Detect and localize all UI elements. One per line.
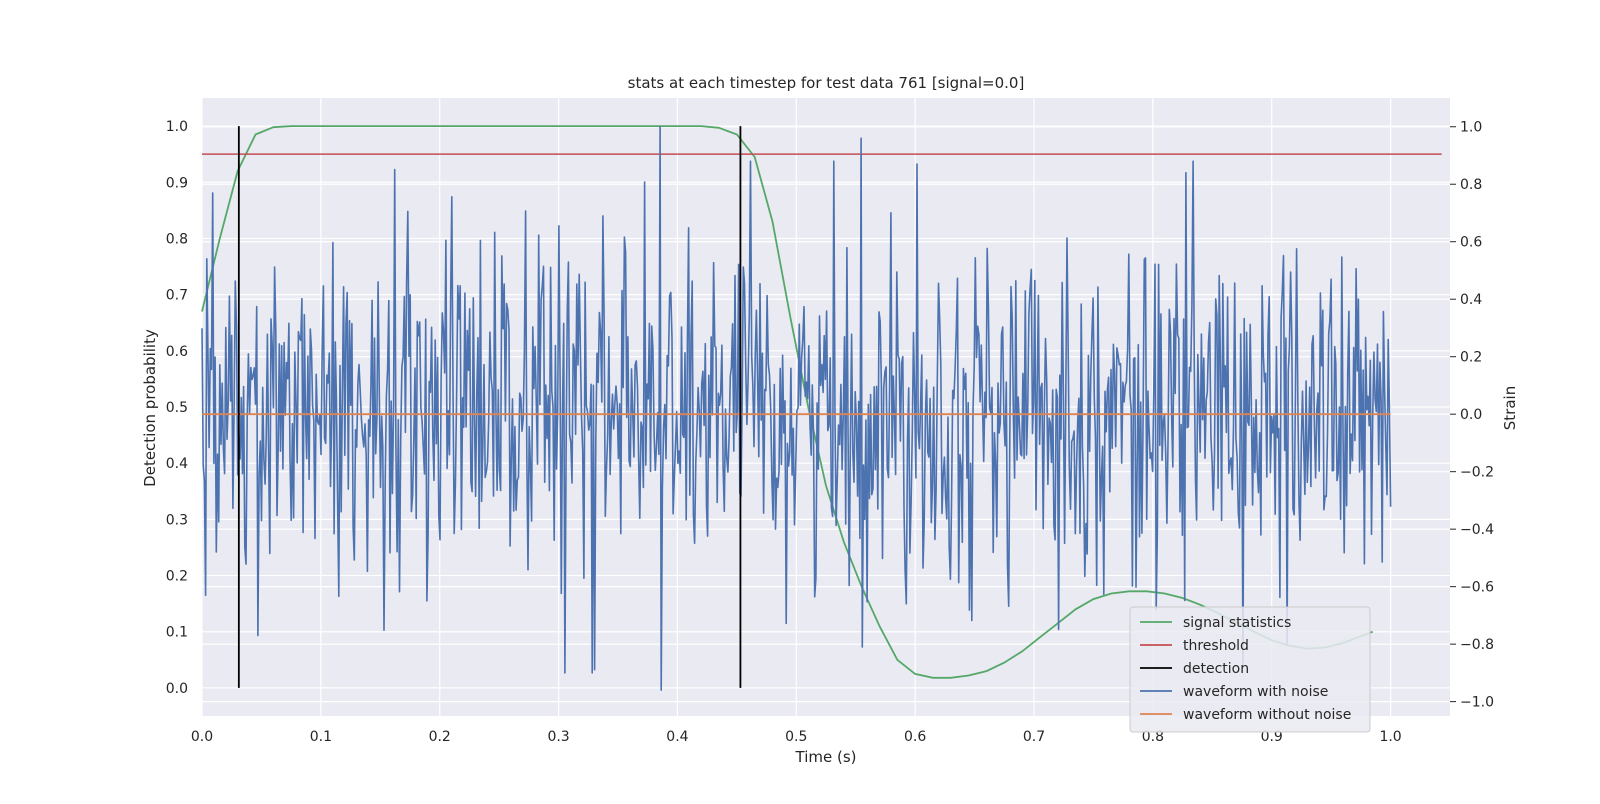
y-tick-label: 0.2	[166, 569, 188, 585]
legend-label: signal statistics	[1183, 615, 1291, 631]
waveform-with-noise-line	[201, 125, 1392, 691]
y2-tick-label: −0.4	[1460, 522, 1494, 538]
y2-tick-label: 0.8	[1460, 177, 1482, 193]
y2-tick-label: 0.4	[1460, 292, 1482, 308]
y-tick-label: 0.3	[166, 512, 188, 528]
legend-label: waveform with noise	[1183, 684, 1328, 700]
y-axis-label: Detection probability	[141, 329, 159, 487]
legend: signal statistics threshold detection wavef…	[1129, 606, 1371, 733]
legend-label: threshold	[1183, 638, 1249, 654]
x-tick-label: 0.2	[429, 729, 451, 745]
y2-tick-label: 0.0	[1460, 407, 1482, 423]
y2-tick-label: −0.2	[1460, 465, 1494, 481]
y2-tick-label: 0.6	[1460, 235, 1482, 251]
legend-box	[1129, 606, 1371, 733]
y2-tick-label: −1.0	[1460, 695, 1494, 711]
x-tick-label: 1.0	[1379, 729, 1401, 745]
y-tick-label: 0.1	[166, 625, 188, 641]
y-tick-label: 0.7	[166, 288, 188, 304]
y2-tick-label: −0.8	[1460, 637, 1494, 653]
y-tick-label: 0.4	[166, 456, 188, 472]
y-tick-label: 0.8	[166, 231, 188, 247]
x-tick-label: 0.0	[191, 729, 213, 745]
x-tick-label: 0.8	[1142, 729, 1164, 745]
y2-axis-label: Strain	[1501, 386, 1519, 430]
y2-tick-label: 1.0	[1460, 120, 1482, 136]
x-tick-label: 0.6	[904, 729, 926, 745]
y-tick-label: 1.0	[166, 119, 188, 135]
x-tick-label: 0.3	[547, 729, 569, 745]
y-tick-label: 0.6	[166, 344, 188, 360]
y-tick-label: 0.0	[166, 681, 188, 697]
legend-label: detection	[1183, 661, 1249, 677]
chart-title: stats at each timestep for test data 761…	[628, 74, 1025, 92]
tick-labels: 0.0 0.1 0.2 0.3 0.4 0.5 0.6 0.7 0.8 0.9 1.0 0.0 0.1 0…	[166, 119, 1494, 745]
y-tick-label: 0.5	[166, 400, 188, 416]
x-axis-label: Time (s)	[795, 748, 857, 766]
x-tick-label: 0.7	[1023, 729, 1045, 745]
y2-tick-label: 0.2	[1460, 350, 1482, 366]
legend-label: waveform without noise	[1183, 707, 1351, 723]
x-tick-label: 0.4	[666, 729, 688, 745]
x-tick-label: 0.5	[785, 729, 807, 745]
y2-tick-label: −0.6	[1460, 580, 1494, 596]
y-tick-label: 0.9	[166, 175, 188, 191]
x-tick-label: 0.1	[310, 729, 332, 745]
x-tick-label: 0.9	[1261, 729, 1283, 745]
